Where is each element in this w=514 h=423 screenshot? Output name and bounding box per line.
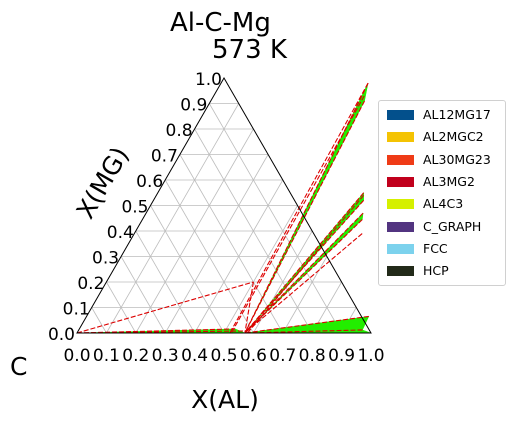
x-tick-label: 0.3 <box>152 346 179 366</box>
chart-subtitle: 573 K <box>212 35 287 65</box>
tie-line <box>76 281 254 334</box>
y-tick-label: 0.0 <box>48 325 75 345</box>
grid-line-c <box>120 256 166 334</box>
legend-item: C_GRAPH <box>379 215 505 237</box>
x-tick-label: 0.8 <box>299 346 326 366</box>
grid-line-c <box>150 205 225 334</box>
tie-line <box>244 192 365 334</box>
x-tick-label: 0.5 <box>210 346 237 366</box>
y-tick-label: 0.6 <box>136 172 163 192</box>
tie-line <box>244 219 363 334</box>
legend-item: FCC <box>379 238 505 260</box>
legend-label: FCC <box>423 240 448 256</box>
chart-title: Al-C-Mg <box>170 8 271 38</box>
legend-label: AL30MG23 <box>423 151 491 167</box>
legend-label: AL3MG2 <box>423 174 475 190</box>
y-tick-label: 0.2 <box>77 274 104 294</box>
grid-line-al <box>223 205 298 334</box>
legend: AL12MG17 AL2MGC2 AL30MG23 AL3MG2 AL4C3 C_GRAP… <box>378 100 506 287</box>
legend-swatch <box>387 154 414 165</box>
tie-line <box>244 212 364 334</box>
legend-swatch <box>387 199 414 210</box>
tie-line <box>244 200 365 334</box>
grid-line-c <box>91 307 107 334</box>
legend-item: AL4C3 <box>379 193 505 215</box>
grid-line-c <box>194 128 313 334</box>
tie-line <box>76 328 236 334</box>
legend-label: AL2MGC2 <box>423 129 484 145</box>
tie-line <box>244 100 366 334</box>
y-tick-label: 0.8 <box>166 121 193 141</box>
tie-line <box>244 329 363 334</box>
corner-label-c: C <box>10 352 27 381</box>
grid-line-c <box>208 103 342 334</box>
legend-swatch <box>387 177 414 188</box>
x-tick-label: 0.7 <box>269 346 296 366</box>
legend-item: HCP <box>379 260 505 282</box>
tie-line <box>244 82 369 334</box>
legend-item: AL2MGC2 <box>379 126 505 148</box>
grid-line-c <box>179 154 284 334</box>
triangle-outline <box>76 76 372 334</box>
grid-line-al <box>164 154 269 334</box>
y-tick-label: 0.4 <box>107 223 134 243</box>
tie-line <box>244 281 254 334</box>
legend-label: AL4C3 <box>423 196 464 212</box>
legend-label: C_GRAPH <box>423 218 482 234</box>
triangle-frame <box>76 76 372 334</box>
legend-label: HCP <box>423 263 449 279</box>
legend-label: AL12MG17 <box>423 107 491 123</box>
x-tick-label: 0.9 <box>328 346 355 366</box>
x-tick-label: 1.0 <box>357 346 384 366</box>
legend-swatch <box>387 110 414 121</box>
legend-swatch <box>387 132 414 143</box>
tie-line <box>244 233 363 334</box>
x-tick-labels: 0.0 0.1 0.2 0.3 0.4 0.5 0.6 0.7 0.8 0.9 1.0 <box>63 346 384 366</box>
y-tick-label: 0.1 <box>63 300 90 320</box>
grid-lines <box>91 103 357 334</box>
x-tick-label: 0.1 <box>93 346 120 366</box>
x-tick-label: 0.4 <box>181 346 208 366</box>
y-tick-label: 0.5 <box>121 198 148 218</box>
legend-swatch <box>387 266 414 277</box>
legend-item: AL12MG17 <box>379 104 505 126</box>
x-tick-label: 0.0 <box>63 346 90 366</box>
grid-line-al <box>282 256 328 334</box>
y-tick-labels: 0.0 0.1 0.2 0.3 0.4 0.5 0.6 0.7 0.8 0.9 1.0 <box>48 70 222 345</box>
legend-item: AL30MG23 <box>379 149 505 171</box>
legend-item: AL3MG2 <box>379 171 505 193</box>
legend-swatch <box>387 221 414 232</box>
grid-line-c <box>135 230 195 334</box>
x-tick-label: 0.6 <box>240 346 267 366</box>
legend-swatch <box>387 243 414 254</box>
grid-line-c <box>164 179 254 334</box>
y-tick-label: 0.7 <box>151 147 178 167</box>
x-axis-label: X(AL) <box>191 385 259 414</box>
y-tick-label: 1.0 <box>195 70 222 90</box>
y-tick-label: 0.9 <box>180 96 207 116</box>
y-tick-label: 0.3 <box>92 249 119 269</box>
grid-line-al <box>106 103 240 334</box>
x-tick-label: 0.2 <box>122 346 149 366</box>
grid-line-c <box>106 281 137 334</box>
